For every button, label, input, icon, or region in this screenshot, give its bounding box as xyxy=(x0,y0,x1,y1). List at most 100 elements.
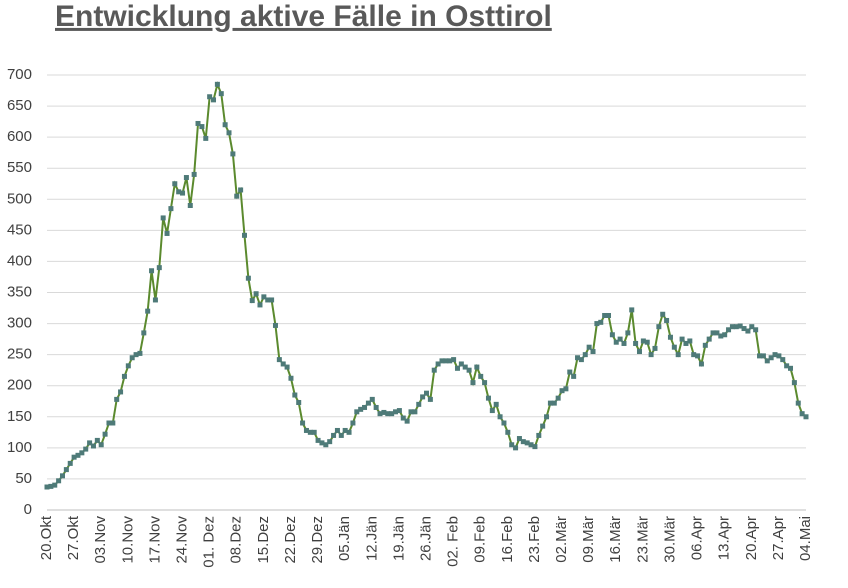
data-point xyxy=(656,324,662,330)
data-point xyxy=(362,404,368,410)
x-tick-label: 12.Jän xyxy=(363,516,380,561)
data-point xyxy=(478,373,484,379)
y-tick-label: 250 xyxy=(7,346,32,363)
data-point xyxy=(505,429,511,435)
y-tick-label: 650 xyxy=(7,97,32,114)
y-tick-label: 400 xyxy=(7,252,32,269)
data-point xyxy=(454,365,460,371)
x-tick-label: 03.Nov xyxy=(92,516,109,564)
data-point xyxy=(791,380,797,386)
data-point xyxy=(664,317,670,323)
data-point xyxy=(265,297,271,303)
data-point xyxy=(307,429,313,435)
data-point xyxy=(551,400,557,406)
x-tick-label: 20.Apr xyxy=(743,516,760,560)
data-point xyxy=(214,81,220,87)
data-point xyxy=(567,369,573,375)
data-point xyxy=(586,344,592,350)
data-point xyxy=(544,414,550,420)
data-point xyxy=(276,357,282,363)
data-point xyxy=(757,353,763,359)
data-point xyxy=(745,328,751,334)
data-point xyxy=(342,427,348,433)
data-point xyxy=(106,420,112,426)
data-point xyxy=(129,355,135,361)
data-point xyxy=(230,151,236,157)
data-point xyxy=(149,268,155,274)
data-point xyxy=(71,454,77,460)
data-point xyxy=(133,352,139,358)
x-tick-label: 06.Apr xyxy=(689,516,706,560)
data-point xyxy=(125,363,131,369)
data-point xyxy=(644,339,650,345)
data-line xyxy=(46,81,807,488)
x-tick-label: 13.Apr xyxy=(716,516,733,560)
data-point xyxy=(803,414,809,420)
data-point xyxy=(760,353,766,359)
data-point xyxy=(613,339,619,345)
data-point xyxy=(509,442,515,448)
data-point xyxy=(303,427,309,433)
data-point xyxy=(396,408,402,414)
data-point xyxy=(788,365,794,371)
data-point xyxy=(753,327,759,333)
x-tick-label: 17.Nov xyxy=(146,516,163,564)
x-tick-label: 09.Feb xyxy=(472,516,489,563)
data-point xyxy=(269,297,275,303)
data-point xyxy=(288,375,294,381)
data-point xyxy=(729,324,735,330)
data-point xyxy=(75,452,81,458)
x-tick-label: 23.Feb xyxy=(526,516,543,563)
data-point xyxy=(296,399,302,405)
y-tick-label: 600 xyxy=(7,128,32,145)
data-point xyxy=(114,396,120,402)
data-point xyxy=(98,442,104,448)
data-point xyxy=(466,367,472,373)
data-point xyxy=(331,432,337,438)
data-point xyxy=(152,297,158,303)
y-tick-label: 50 xyxy=(15,470,32,487)
data-point xyxy=(365,400,371,406)
data-point xyxy=(458,361,464,367)
x-tick-label: 05.Jän xyxy=(336,516,353,561)
data-point xyxy=(555,395,561,401)
data-point xyxy=(327,439,333,445)
data-point xyxy=(404,418,410,424)
data-point xyxy=(489,408,495,414)
data-point xyxy=(722,332,728,338)
data-point xyxy=(137,350,143,356)
data-point xyxy=(346,429,352,435)
data-point xyxy=(528,442,534,448)
data-point xyxy=(338,432,344,438)
data-point xyxy=(532,444,538,450)
data-point xyxy=(52,482,58,488)
data-point xyxy=(698,361,704,367)
data-point xyxy=(447,358,453,364)
data-point xyxy=(733,324,739,330)
data-point xyxy=(516,436,522,442)
data-point xyxy=(118,389,124,395)
x-tick-label: 20.Okt xyxy=(38,515,55,560)
data-point xyxy=(695,353,701,359)
data-point xyxy=(416,401,422,407)
x-tick-label: 09.Mär xyxy=(580,516,597,563)
y-tick-label: 450 xyxy=(7,221,32,238)
data-point xyxy=(652,345,658,351)
data-point xyxy=(702,342,708,348)
data-point xyxy=(389,411,395,417)
data-point xyxy=(145,308,151,314)
data-point xyxy=(87,440,93,446)
data-point xyxy=(443,358,449,364)
data-point xyxy=(280,361,286,367)
data-point xyxy=(780,357,786,363)
data-point xyxy=(79,450,85,456)
data-point xyxy=(121,373,127,379)
data-point xyxy=(691,352,697,358)
data-point xyxy=(749,324,755,330)
x-tick-label: 30.Mär xyxy=(661,516,678,563)
data-point xyxy=(640,338,646,344)
data-point xyxy=(776,353,782,359)
y-tick-label: 100 xyxy=(7,439,32,456)
data-point xyxy=(381,409,387,415)
data-point xyxy=(470,380,476,386)
